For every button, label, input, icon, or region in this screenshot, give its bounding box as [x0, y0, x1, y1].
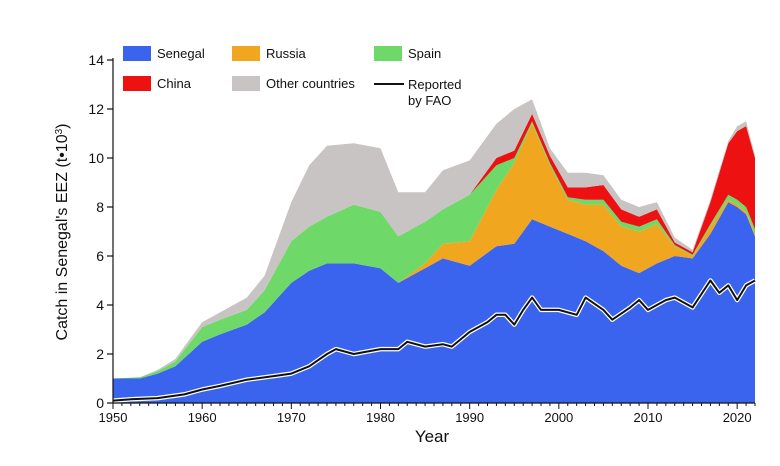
legend: Senegal Russia Spain China Other countries Re…: [123, 46, 461, 108]
x-tick-label: 2020: [723, 410, 752, 425]
y-tick-label: 10: [88, 150, 104, 166]
x-tick-label: 2010: [634, 410, 663, 425]
x-tick-label: 1980: [366, 410, 395, 425]
y-axis-label-superscript: 3: [54, 128, 65, 134]
y-tick-label: 8: [96, 199, 104, 215]
legend-swatch-senegal: [123, 46, 151, 61]
y-tick-label: 0: [96, 395, 104, 411]
y-tick-label: 12: [88, 101, 104, 117]
legend-label-senegal: Senegal: [157, 46, 205, 61]
area-series-group: [113, 99, 755, 403]
legend-label-fao-line1: Reported: [408, 77, 461, 92]
x-axis-label: Year: [415, 427, 450, 446]
fao-reported-line: [112, 279, 756, 402]
y-tick-label: 2: [96, 346, 104, 362]
fao-line-group: [112, 278, 757, 403]
area-russia: [113, 123, 755, 379]
legend-swatch-other-countries: [232, 76, 260, 91]
y-axis-label-main: Catch in Senegal's EEZ (t•10: [54, 134, 71, 340]
y-tick-label: 14: [88, 52, 104, 68]
legend-label-russia: Russia: [266, 46, 307, 61]
area-spain: [113, 121, 755, 379]
y-axis-label: Catch in Senegal's EEZ (t•103): [54, 124, 72, 341]
axes-group: 0 2 4 6 8 10 12 14 1950 1960 1970 1980 1990 2000 2010 2…: [88, 52, 756, 425]
legend-swatch-china: [123, 76, 151, 91]
legend-label-china: China: [157, 76, 192, 91]
x-tick-label: 1960: [188, 410, 217, 425]
legend-swatch-russia: [232, 46, 260, 61]
y-axis-label-end: ): [54, 124, 71, 129]
legend-label-fao-line2: by FAO: [408, 93, 451, 108]
y-tick-label: 6: [96, 248, 104, 264]
area-senegal: [113, 202, 755, 403]
x-tick-label: 1950: [99, 410, 128, 425]
legend-label-other-countries: Other countries: [266, 76, 355, 91]
legend-label-spain: Spain: [408, 46, 441, 61]
x-tick-label: 2000: [544, 410, 573, 425]
legend-swatch-spain: [374, 46, 402, 61]
x-tick-label: 1970: [277, 410, 306, 425]
y-tick-label: 4: [96, 297, 104, 313]
x-tick-label: 1990: [455, 410, 484, 425]
